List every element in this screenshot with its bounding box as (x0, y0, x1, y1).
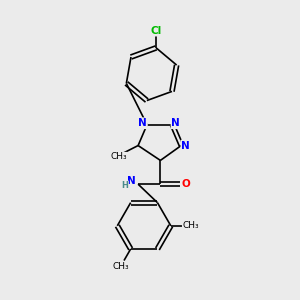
Text: Cl: Cl (151, 26, 162, 36)
Text: N: N (127, 176, 136, 186)
Text: O: O (181, 179, 190, 189)
Text: CH₃: CH₃ (182, 221, 199, 230)
Text: CH₃: CH₃ (112, 262, 129, 271)
Text: N: N (138, 118, 147, 128)
Text: CH₃: CH₃ (110, 152, 127, 161)
Text: H: H (121, 181, 128, 190)
Text: N: N (172, 118, 180, 128)
Text: N: N (181, 140, 190, 151)
